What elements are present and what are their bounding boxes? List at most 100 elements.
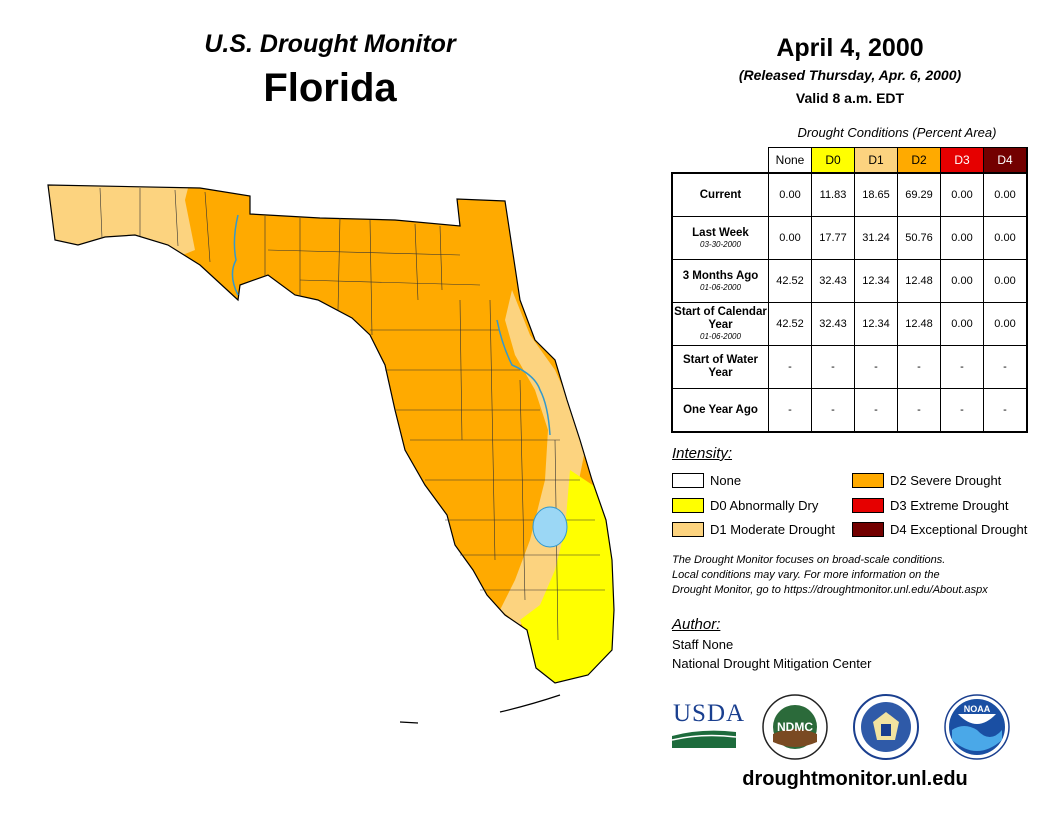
column-header-d3: D3 xyxy=(940,147,984,174)
row-label-date: 01-06-2000 xyxy=(700,282,741,292)
drought-stats-table: None D0 D1 D2 D3 D4 Current 0.00 11.83 18.65 69.2… xyxy=(671,147,1028,433)
legend-swatch xyxy=(672,472,704,488)
website-link[interactable]: droughtmonitor.unl.edu xyxy=(742,768,968,790)
d1-area-panhandle xyxy=(48,185,195,260)
noaa-logo-text: NOAA xyxy=(964,704,991,714)
table-cell: - xyxy=(940,345,984,389)
row-label: 3 Months Ago 01-06-2000 xyxy=(671,259,769,303)
lake-okeechobee xyxy=(532,506,568,548)
legend-label: D4 Exceptional Drought xyxy=(890,521,1028,537)
table-cell: 32.43 xyxy=(811,259,855,303)
table-cell: 0.00 xyxy=(940,302,984,346)
legend-label: D3 Extreme Drought xyxy=(890,497,1009,513)
legend-swatch xyxy=(672,497,704,513)
table-cell: 0.00 xyxy=(768,216,812,260)
disclaimer: The Drought Monitor focuses on broad-sca… xyxy=(672,553,1042,598)
legend-label: D0 Abnormally Dry xyxy=(710,497,819,513)
table-cell: 31.24 xyxy=(854,216,898,260)
table-row: One Year Ago - - - - - - xyxy=(671,388,1028,433)
table-cell: 12.34 xyxy=(854,259,898,303)
row-label-text: Current xyxy=(699,188,742,201)
legend-swatch xyxy=(852,497,884,513)
table-cell: 12.48 xyxy=(897,259,941,303)
table-cell: - xyxy=(983,345,1028,389)
author-heading: Author: xyxy=(672,616,721,633)
table-row: Current 0.00 11.83 18.65 69.29 0.00 0.00 xyxy=(671,172,1028,217)
table-header-row: None D0 D1 D2 D3 D4 xyxy=(672,147,1028,174)
table-cell: - xyxy=(854,388,898,433)
row-label-text: One Year Ago xyxy=(683,403,758,416)
row-label-date: 03-30-2000 xyxy=(700,239,741,249)
table-cell: 18.65 xyxy=(854,172,898,217)
table-corner xyxy=(672,148,769,174)
table-cell: 0.00 xyxy=(983,259,1028,303)
ndmc-logo-text: NDMC xyxy=(777,720,813,734)
drought-areas xyxy=(48,185,614,683)
disclaimer-line: Drought Monitor, go to https://droughtmo… xyxy=(672,584,988,596)
column-header-d4: D4 xyxy=(983,147,1028,174)
table-cell: 0.00 xyxy=(768,172,812,217)
row-label-date: 01-06-2000 xyxy=(700,332,741,341)
table-cell: 50.76 xyxy=(897,216,941,260)
state-title: Florida xyxy=(263,66,397,110)
disclaimer-line: The Drought Monitor focuses on broad-sca… xyxy=(672,554,946,566)
row-label-text: 3 Months Ago xyxy=(682,269,759,282)
table-cell: - xyxy=(768,388,812,433)
florida-drought-map xyxy=(47,184,615,724)
table-cell: 0.00 xyxy=(940,259,984,303)
table-row: Last Week 03-30-2000 0.00 17.77 31.24 50.76 0.… xyxy=(671,216,1028,260)
author-org: National Drought Mitigation Center xyxy=(672,656,872,671)
commerce-seal xyxy=(853,694,919,760)
legend-label: D2 Severe Drought xyxy=(890,472,1002,488)
table-cell: 32.43 xyxy=(811,302,855,346)
row-label: Last Week 03-30-2000 xyxy=(671,216,769,260)
row-label-text: Start of Calendar Year xyxy=(674,306,767,331)
legend-heading: Intensity: xyxy=(672,445,733,462)
table-cell: 42.52 xyxy=(768,302,812,346)
table-cell: 0.00 xyxy=(940,216,984,260)
table-cell: 0.00 xyxy=(983,172,1028,217)
usda-logo: USDA xyxy=(673,700,746,727)
legend-swatch xyxy=(852,521,884,537)
table-cell: 42.52 xyxy=(768,259,812,303)
table-cell: - xyxy=(983,388,1028,433)
table-cell: - xyxy=(811,345,855,389)
table-cell: 0.00 xyxy=(983,302,1028,346)
table-cell: - xyxy=(940,388,984,433)
table-caption: Drought Conditions (Percent Area) xyxy=(797,125,997,140)
table-cell: - xyxy=(897,388,941,433)
monitor-title: U.S. Drought Monitor xyxy=(204,30,456,58)
state-outline xyxy=(47,184,615,684)
table-cell: - xyxy=(768,345,812,389)
table-row: Start of Calendar Year 01-06-2000 42.52 32.… xyxy=(671,302,1028,346)
column-header-d1: D1 xyxy=(854,147,898,174)
legend-label: None xyxy=(710,472,742,488)
legend-item: D3 Extreme Drought xyxy=(852,496,1009,514)
row-label-text: Start of Water Year xyxy=(683,354,758,379)
column-header-none: None xyxy=(768,147,812,174)
legend-item: D1 Moderate Drought xyxy=(672,520,835,538)
st-johns-river xyxy=(496,319,551,436)
apalachicola-river xyxy=(231,214,239,296)
legend-item: D0 Abnormally Dry xyxy=(672,496,818,514)
legend-item: D4 Exceptional Drought xyxy=(852,520,1027,538)
table-cell: 0.00 xyxy=(983,216,1028,260)
legend-item: None xyxy=(672,471,741,489)
table-row: Start of Water Year - - - - - - xyxy=(671,345,1028,389)
table-cell: 12.34 xyxy=(854,302,898,346)
table-row: 3 Months Ago 01-06-2000 42.52 32.43 12.34 12.… xyxy=(671,259,1028,303)
table-cell: 17.77 xyxy=(811,216,855,260)
legend-label: D1 Moderate Drought xyxy=(710,521,836,537)
ndmc-logo: NDMC xyxy=(762,694,828,760)
table-cell: 11.83 xyxy=(811,172,855,217)
legend-item: D2 Severe Drought xyxy=(852,471,1001,489)
row-label-text: Last Week xyxy=(692,226,749,239)
noaa-logo: NOAA xyxy=(944,694,1010,760)
legend-swatch xyxy=(672,521,704,537)
d0-area-southeast xyxy=(520,470,614,683)
row-label: Current xyxy=(671,172,769,217)
usda-logo-swoosh xyxy=(672,730,736,748)
release-date: (Released Thursday, Apr. 6, 2000) xyxy=(738,67,962,83)
table-cell: 69.29 xyxy=(897,172,941,217)
table-cell: 0.00 xyxy=(940,172,984,217)
